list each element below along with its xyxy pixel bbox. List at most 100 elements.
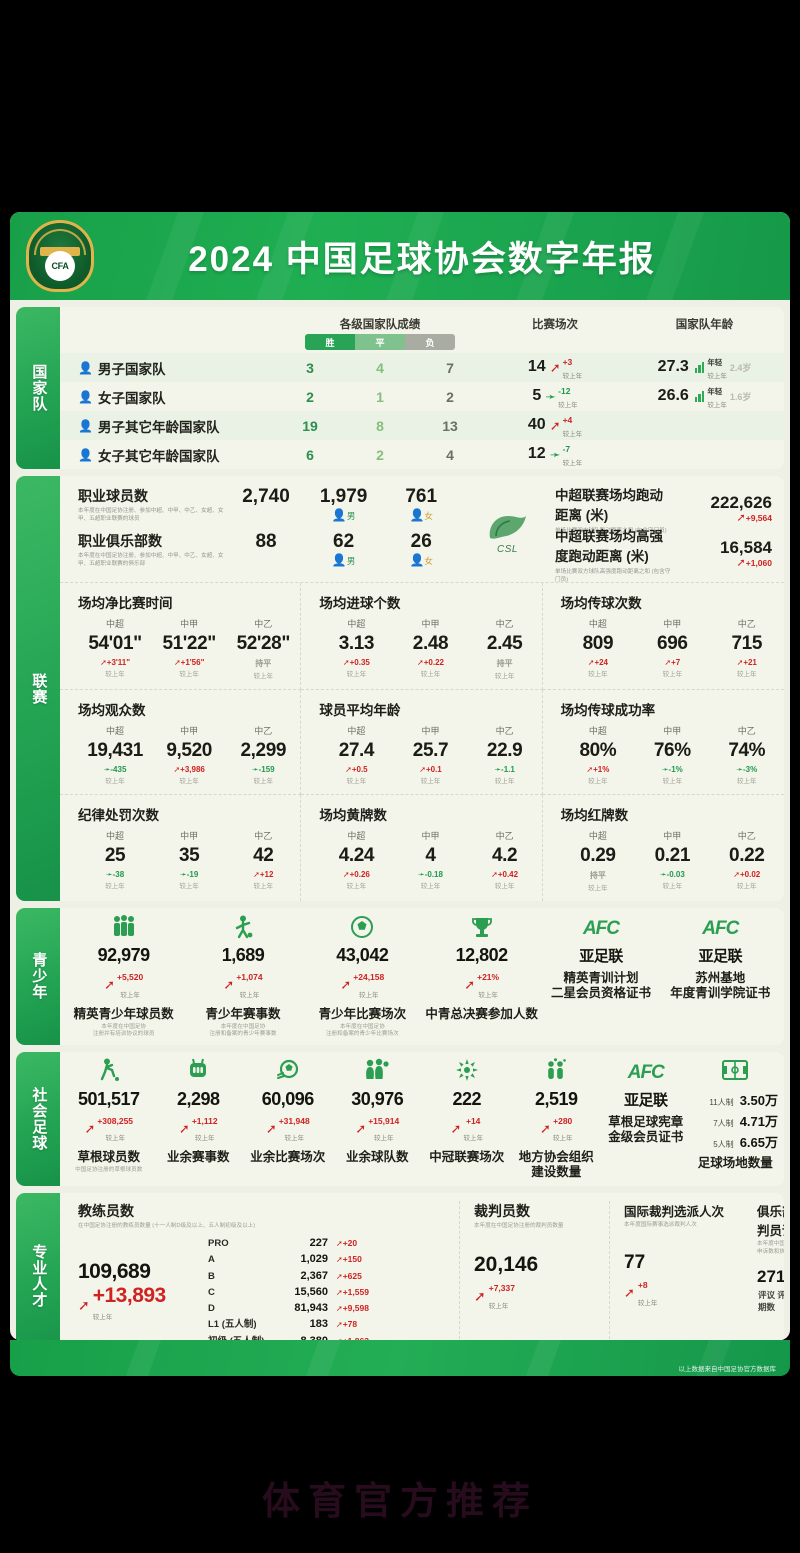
social-stats-row: 501,517 ➚ +308,255 较上年 草根球员数 中国足协注册的草根球员数 2,29… xyxy=(60,1052,784,1187)
referees-delta: +7,337 xyxy=(488,1283,515,1294)
tier-name: 中甲 xyxy=(180,726,199,736)
stat-value: 2,298 xyxy=(176,1088,220,1109)
sidebar-label-talent: 专业人才 xyxy=(16,1193,60,1340)
stat-sub: 本年度在中国足协 注册并有培训协议的球员 xyxy=(92,1023,155,1038)
pitch-row: 5人制 6.65万 xyxy=(713,1132,778,1151)
section-national-team: 国家队 各级国家队成绩 胜 平 负 比赛场次 国家队年龄 👤 男子国家队 3 4 7 14… xyxy=(16,307,784,469)
tier-note: 较上年 xyxy=(105,671,125,678)
tier-value: 4.2 xyxy=(491,845,518,866)
nt-matches: 5 xyxy=(532,387,542,405)
tier-note: 较上年 xyxy=(179,778,199,785)
tier-name: 中乙 xyxy=(737,619,756,629)
pitch-row: 7人制 4.71万 xyxy=(713,1111,778,1130)
tier-note: 较上年 xyxy=(494,673,515,680)
tier-note: 较上年 xyxy=(662,778,683,785)
pro-clubs-female: 26 xyxy=(410,531,432,552)
coach-level-delta: ➚+78 xyxy=(336,1319,358,1330)
pitch-label: 5人制 xyxy=(713,1139,734,1149)
league-tier-cell: 中超 54'01" ➚+3'11" 较上年 xyxy=(78,617,152,680)
stat-change: ➚ +308,255 较上年 xyxy=(84,1115,134,1143)
nt-wins: 19 xyxy=(302,417,318,434)
league-tier-cell: 中甲 9,520 ➚+3,986 较上年 xyxy=(152,724,226,785)
tier-delta: ➛-159 xyxy=(251,765,275,774)
nt-age-value: 27.3 xyxy=(657,358,689,376)
stat-item: 12,802 ➚ +21% 较上年 中青总决赛参加人数 xyxy=(422,916,541,1039)
league-tier-cell: 中乙 4.2 ➚+0.42 较上年 xyxy=(468,829,542,890)
tier-delta: ➛-1.1 xyxy=(494,765,515,774)
tier-name: 中乙 xyxy=(737,831,756,841)
tier-value: 42 xyxy=(253,845,274,866)
referees-total: 20,146 xyxy=(474,1253,539,1277)
stat-change: ➚ +21% 较上年 xyxy=(464,972,500,999)
stat-value: 12,802 xyxy=(455,945,509,965)
league-stat-cell: 场均进球个数 中超 3.13 ➚+0.35 较上年 中甲 2.48 ➚+0.22 较上年 中乙 2.… xyxy=(301,583,543,690)
tier-note: 较上年 xyxy=(420,671,441,678)
csl-run-sub: 单场比赛双方球队跑动距离之和 (包含守门员) xyxy=(555,527,667,534)
pitch-icon xyxy=(722,1060,749,1085)
coach-level-name: 初级 (五人制) xyxy=(208,1335,270,1340)
league-stat-cell: 场均净比赛时间 中超 54'01" ➚+3'11" 较上年 中甲 51'22" ➚+1'56"… xyxy=(60,583,302,690)
tier-value: 35 xyxy=(178,845,200,866)
tier-note: 较上年 xyxy=(737,778,757,785)
runner-icon xyxy=(98,1058,120,1087)
league-tier-cell: 中超 3.13 ➚+0.35 较上年 xyxy=(319,617,393,680)
coach-level-row: C 15,560 ➚+1,559 xyxy=(208,1284,459,1300)
pitch-value: 6.65万 xyxy=(739,1134,778,1150)
tier-delta: ➚+3'11" xyxy=(100,658,131,667)
wdl-legend: 胜 平 负 xyxy=(305,334,455,350)
coach-level-name: L1 (五人制) xyxy=(208,1319,257,1331)
intl-ref-sub: 本年度国际赛事选派裁判人次 xyxy=(624,1222,697,1229)
coach-level-count: 227 xyxy=(309,1237,328,1250)
tier-delta: ➛-1% xyxy=(661,765,683,774)
stat-item: 60,096 ➚ +31,948 较上年 业余比赛场次 xyxy=(243,1060,333,1181)
afc-icon: AFC xyxy=(582,918,620,939)
stat-item: 501,517 ➚ +308,255 较上年 草根球员数 中国足协注册的草根球员数 xyxy=(64,1058,154,1181)
tier-delta: ➛-0.03 xyxy=(659,870,685,879)
league-stats-grid: 场均净比赛时间 中超 54'01" ➚+3'11" 较上年 中甲 51'22" ➚+1'56"… xyxy=(60,583,784,901)
footer-note: 以上数据来自中国足协官方数据库 xyxy=(678,1366,777,1373)
stat-name: 青少年比赛场次 xyxy=(318,1006,407,1021)
tier-value: 0.29 xyxy=(580,845,616,866)
nt-matches: 40 xyxy=(527,416,546,434)
stat-item: 92,979 ➚ +5,520 较上年 精英青少年球员数 本年度在中国足协 注册并有培训协议… xyxy=(64,914,183,1039)
tier-value: 0.21 xyxy=(654,845,691,866)
stat-delta: +1,112 xyxy=(191,1115,218,1126)
appeal-stat-label: 评议个数 xyxy=(777,1289,784,1300)
csl-run-distance-row: 中超联赛场均跑动距离 (米) 单场比赛双方球队跑动距离之和 (包含守门员) 22… xyxy=(555,486,772,534)
coach-level-count: 15,560 xyxy=(294,1285,328,1298)
league-stat-title: 场均黄牌数 xyxy=(319,808,387,823)
intl-ref-total: 77 xyxy=(624,1252,646,1274)
stat-note: 较上年 xyxy=(463,1135,483,1143)
stat-note: 较上年 xyxy=(373,1135,394,1143)
stat-note: 较上年 xyxy=(552,1135,573,1143)
tier-name: 中乙 xyxy=(737,726,756,736)
stat-name: 业余球队数 xyxy=(345,1150,409,1165)
stat-value: 亚足联 xyxy=(579,948,623,965)
section-professional-talent: 专业人才 教练员数 在中国足协注册的教练员数量 (十一人制D级及以上、五人制初级… xyxy=(16,1193,784,1340)
stat-change: ➚ +280 较上年 xyxy=(540,1115,573,1143)
league-tier-cell: 中乙 52'28" 持平 较上年 xyxy=(226,617,300,680)
league-tier-cell: 中乙 2.45 持平 较上年 xyxy=(468,617,542,680)
stat-item: AFC 亚足联 草根足球宪章 金级会员证书 xyxy=(601,1060,691,1181)
tier-delta: ➚+7 xyxy=(664,658,681,667)
league-tier-cell: 中甲 25.7 ➚+0.1 较上年 xyxy=(393,724,467,785)
tier-value: 19,431 xyxy=(87,740,143,761)
referees-title: 裁判员数 xyxy=(474,1203,530,1220)
tier-note: 较上年 xyxy=(588,885,608,892)
tier-name: 中超 xyxy=(588,726,607,736)
league-tier-cell: 中甲 4 ➛-0.18 较上年 xyxy=(393,829,467,890)
stat-item: AFC 亚足联 精英青训计划 二星会员资格证书 xyxy=(541,916,660,1039)
pitch-row: 11人制 3.50万 xyxy=(709,1090,778,1109)
nt-losses: 4 xyxy=(446,446,454,463)
champions-icon xyxy=(455,1058,479,1087)
tier-note: 较上年 xyxy=(737,883,757,890)
tier-name: 中甲 xyxy=(421,619,440,629)
csl-run-title: 中超联赛场均跑动距离 (米) xyxy=(555,487,663,523)
coaches-delta: +13,893 xyxy=(92,1284,167,1308)
stat-note: 较上年 xyxy=(359,991,379,999)
tier-delta: 持平 xyxy=(255,659,272,668)
afc-icon: AFC xyxy=(627,1061,665,1083)
league-stat-title: 场均净比赛时间 xyxy=(78,596,173,611)
coach-level-row: 初级 (五人制)8,380➚+1,863 xyxy=(208,1333,459,1340)
